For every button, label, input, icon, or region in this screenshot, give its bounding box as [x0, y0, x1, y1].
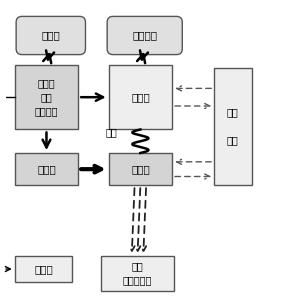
Text: 人机界面: 人机界面: [132, 31, 157, 40]
FancyBboxPatch shape: [15, 65, 78, 129]
FancyBboxPatch shape: [109, 153, 172, 185]
Text: 激光器: 激光器: [131, 92, 150, 102]
FancyBboxPatch shape: [214, 68, 252, 185]
Text: 保护气: 保护气: [34, 264, 53, 274]
Text: 冷却

系统: 冷却 系统: [227, 108, 239, 146]
FancyBboxPatch shape: [107, 17, 182, 54]
FancyBboxPatch shape: [15, 256, 73, 282]
Text: 机器人: 机器人: [37, 164, 56, 174]
Text: 自动化
控制
集成电柜: 自动化 控制 集成电柜: [35, 78, 58, 116]
Text: 工件
及工装夹具: 工件 及工装夹具: [123, 261, 152, 285]
Text: 示教盒: 示教盒: [42, 31, 60, 40]
FancyBboxPatch shape: [15, 153, 78, 185]
Text: 激光头: 激光头: [131, 164, 150, 174]
FancyBboxPatch shape: [101, 256, 174, 291]
FancyBboxPatch shape: [16, 17, 85, 54]
Text: 光纤: 光纤: [106, 127, 117, 137]
FancyBboxPatch shape: [109, 65, 172, 129]
